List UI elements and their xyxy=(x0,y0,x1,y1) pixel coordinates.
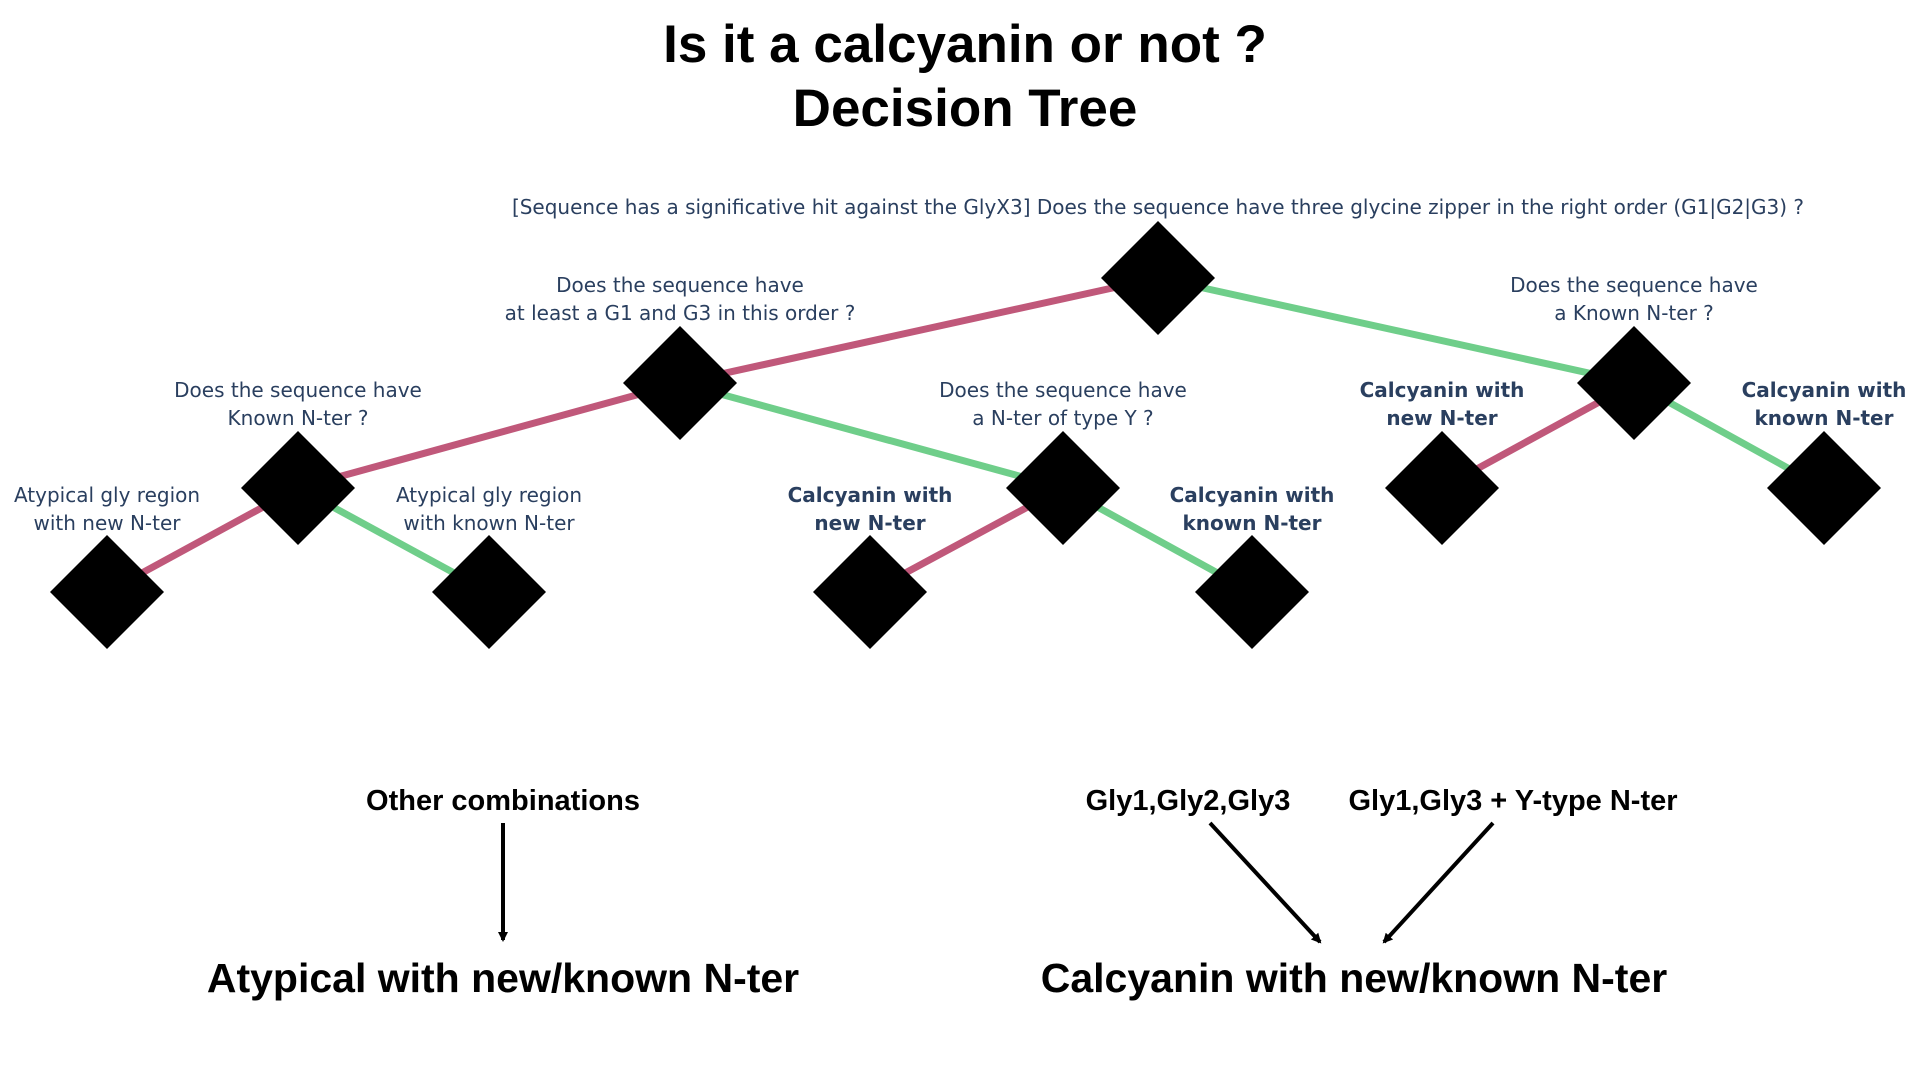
node-type-y xyxy=(1006,431,1120,545)
label-leaf-atyp-new: Atypical gly region with new N-ter xyxy=(14,483,200,535)
node-root xyxy=(1101,221,1215,335)
node-known-nter-a xyxy=(241,431,355,545)
atypical-result: Atypical with new/known N-ter xyxy=(207,955,799,1001)
edge-root-to-g1g3 xyxy=(679,274,1159,387)
label-known-nter-a: Does the sequence have Known N-ter ? xyxy=(174,378,422,430)
diagram-title-line2: Decision Tree xyxy=(793,79,1138,138)
diagonal-arrow-left xyxy=(1208,821,1322,944)
tree-nodes xyxy=(50,221,1881,649)
node-leaf-atyp-new xyxy=(50,535,164,649)
node-known-nter-b xyxy=(1577,326,1691,440)
edge-g1g3-to-type_y xyxy=(679,379,1064,492)
label-leaf-atyp-known: Atypical gly region with known N-ter xyxy=(396,483,582,535)
label-root: [Sequence has a significative hit agains… xyxy=(512,195,1804,219)
node-leaf-calc-known-2 xyxy=(1767,431,1881,545)
node-leaf-calc-known-1 xyxy=(1195,535,1309,649)
node-leaf-calc-new-1 xyxy=(813,535,927,649)
edge-root-to-known_nter_b xyxy=(1157,274,1635,387)
gly13-ytype-caption: Gly1,Gly3 + Y-type N-ter xyxy=(1348,785,1677,817)
label-leaf-calc-new-1: Calcyanin with new N-ter xyxy=(788,483,953,535)
other-combinations-caption: Other combinations xyxy=(366,785,640,817)
node-g1g3 xyxy=(623,326,737,440)
tree-labels: [Sequence has a significative hit agains… xyxy=(14,195,1906,535)
edge-g1g3-to-known_nter_a xyxy=(297,379,681,492)
diagonal-arrow-right xyxy=(1382,821,1495,944)
node-leaf-atyp-known xyxy=(432,535,546,649)
label-type-y: Does the sequence have a N-ter of type Y … xyxy=(939,378,1187,430)
label-known-nter-b: Does the sequence have a Known N-ter ? xyxy=(1510,273,1758,325)
gly123-caption: Gly1,Gly2,Gly3 xyxy=(1086,785,1291,817)
label-leaf-calc-known-1: Calcyanin with known N-ter xyxy=(1170,483,1335,535)
calcyanin-result: Calcyanin with new/known N-ter xyxy=(1041,955,1668,1001)
tree-edges xyxy=(105,274,1826,596)
label-leaf-calc-known-2: Calcyanin with known N-ter xyxy=(1742,378,1907,430)
node-leaf-calc-new-2 xyxy=(1385,431,1499,545)
label-leaf-calc-new-2: Calcyanin with new N-ter xyxy=(1360,378,1525,430)
diagram-title-line1: Is it a calcyanin or not ? xyxy=(663,15,1267,74)
label-g1g3: Does the sequence have at least a G1 and … xyxy=(505,273,856,325)
